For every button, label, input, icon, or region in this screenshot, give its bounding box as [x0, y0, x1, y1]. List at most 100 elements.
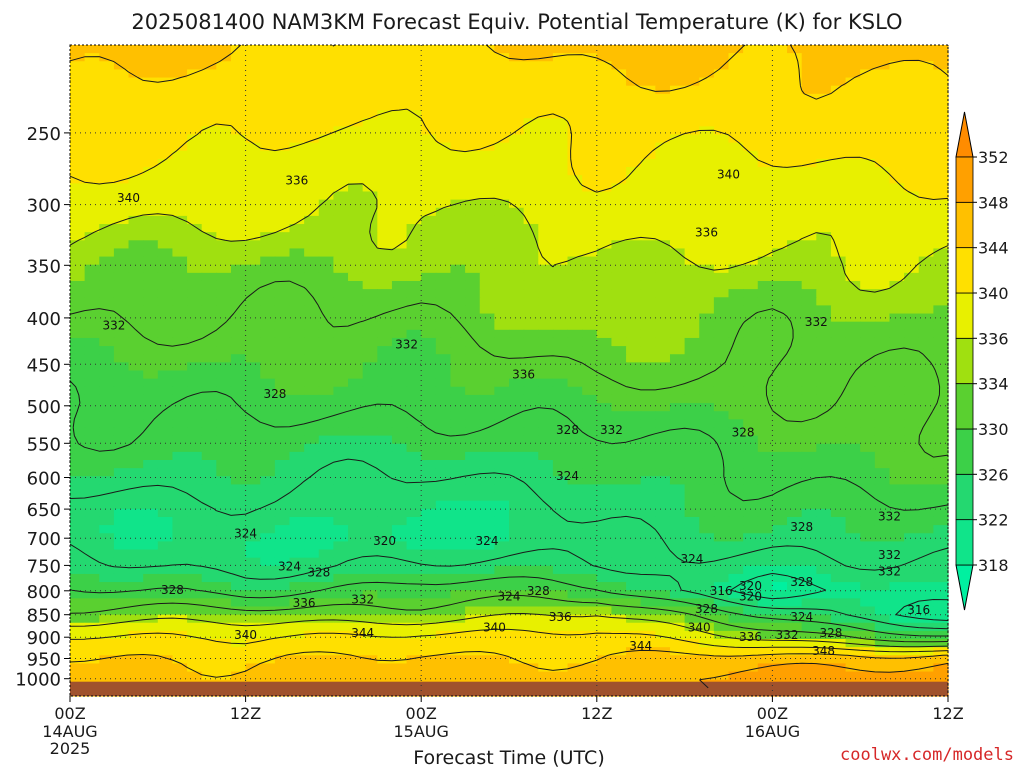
field-cell — [904, 289, 920, 298]
contour-label: 328 — [161, 583, 184, 597]
field-cell — [904, 614, 920, 624]
field-cell — [494, 460, 510, 469]
field-cell — [377, 663, 393, 673]
field-cell — [816, 215, 832, 225]
field-cell — [845, 647, 861, 656]
field-cell — [933, 460, 949, 469]
field-cell — [348, 167, 364, 176]
field-cell — [84, 630, 100, 640]
field-cell — [874, 394, 891, 404]
field-cell — [494, 500, 510, 510]
field-cell — [684, 191, 700, 201]
field-cell — [523, 460, 539, 469]
field-cell — [318, 549, 334, 559]
field-cell — [113, 207, 130, 217]
field-cell — [274, 647, 291, 656]
field-cell — [816, 305, 832, 315]
field-cell — [245, 142, 261, 152]
field-cell — [99, 272, 115, 282]
field-cell — [552, 630, 569, 640]
field-cell — [713, 565, 730, 575]
field-cell — [669, 297, 686, 306]
field-cell — [304, 590, 320, 599]
field-cell — [362, 492, 378, 502]
field-cell — [201, 313, 217, 323]
field-cell — [523, 443, 539, 453]
field-cell — [728, 508, 744, 518]
field-cell — [113, 427, 130, 437]
field-cell — [289, 346, 305, 355]
field-cell — [70, 549, 86, 559]
field-cell — [655, 525, 671, 534]
field-cell — [245, 468, 261, 477]
field-cell — [435, 175, 452, 184]
field-cell — [713, 69, 730, 79]
field-cell — [391, 606, 408, 616]
field-cell — [113, 655, 130, 665]
field-cell — [362, 142, 378, 152]
field-cell — [391, 370, 408, 380]
field-cell — [699, 435, 715, 445]
field-cell — [289, 321, 305, 331]
field-cell — [904, 606, 920, 616]
field-cell — [274, 500, 291, 510]
field-cell — [216, 394, 232, 404]
field-cell — [377, 500, 393, 510]
field-cell — [743, 118, 759, 127]
field-cell — [582, 435, 598, 445]
field-cell — [230, 142, 247, 152]
field-cell — [406, 451, 422, 461]
field-cell — [84, 167, 100, 176]
field-cell — [465, 362, 481, 372]
field-cell — [582, 516, 598, 526]
field-cell — [889, 272, 905, 282]
field-cell — [538, 419, 554, 429]
field-cell — [582, 525, 598, 534]
field-cell — [128, 394, 144, 404]
field-cell — [479, 199, 495, 209]
field-cell — [260, 460, 276, 469]
field-cell — [274, 256, 291, 266]
field-cell — [669, 582, 686, 591]
field-cell — [728, 207, 744, 217]
field-cell — [713, 386, 730, 396]
field-cell — [318, 280, 334, 290]
field-cell — [596, 508, 613, 518]
field-cell — [728, 549, 744, 559]
field-cell — [187, 630, 203, 640]
field-cell — [567, 45, 583, 54]
field-cell — [669, 606, 686, 616]
field-cell — [113, 224, 130, 233]
field-cell — [933, 289, 949, 298]
field-cell — [669, 85, 686, 95]
field-cell — [626, 134, 642, 144]
field-cell — [157, 118, 174, 127]
field-cell — [743, 435, 759, 445]
field-cell — [362, 451, 378, 461]
field-cell — [435, 272, 452, 282]
field-cell — [84, 183, 100, 193]
field-cell — [318, 362, 334, 372]
field-cell — [479, 378, 495, 388]
field-cell — [816, 525, 832, 534]
field-cell — [201, 549, 217, 559]
field-cell — [669, 248, 686, 258]
field-cell — [640, 158, 656, 168]
field-cell — [172, 150, 188, 160]
field-cell — [494, 451, 510, 461]
field-cell — [70, 598, 86, 608]
field-cell — [274, 207, 291, 217]
field-cell — [874, 289, 891, 298]
field-cell — [216, 606, 232, 616]
field-cell — [889, 101, 905, 111]
contour-line-336 — [69, 183, 949, 648]
field-cell — [830, 256, 847, 266]
field-cell — [143, 110, 159, 119]
field-cell — [128, 142, 144, 152]
contour-label: 328 — [790, 520, 813, 534]
field-cell — [626, 321, 642, 331]
field-cell — [172, 663, 188, 673]
field-cell — [889, 590, 905, 599]
field-cell — [523, 411, 539, 420]
field-cell — [845, 590, 861, 599]
